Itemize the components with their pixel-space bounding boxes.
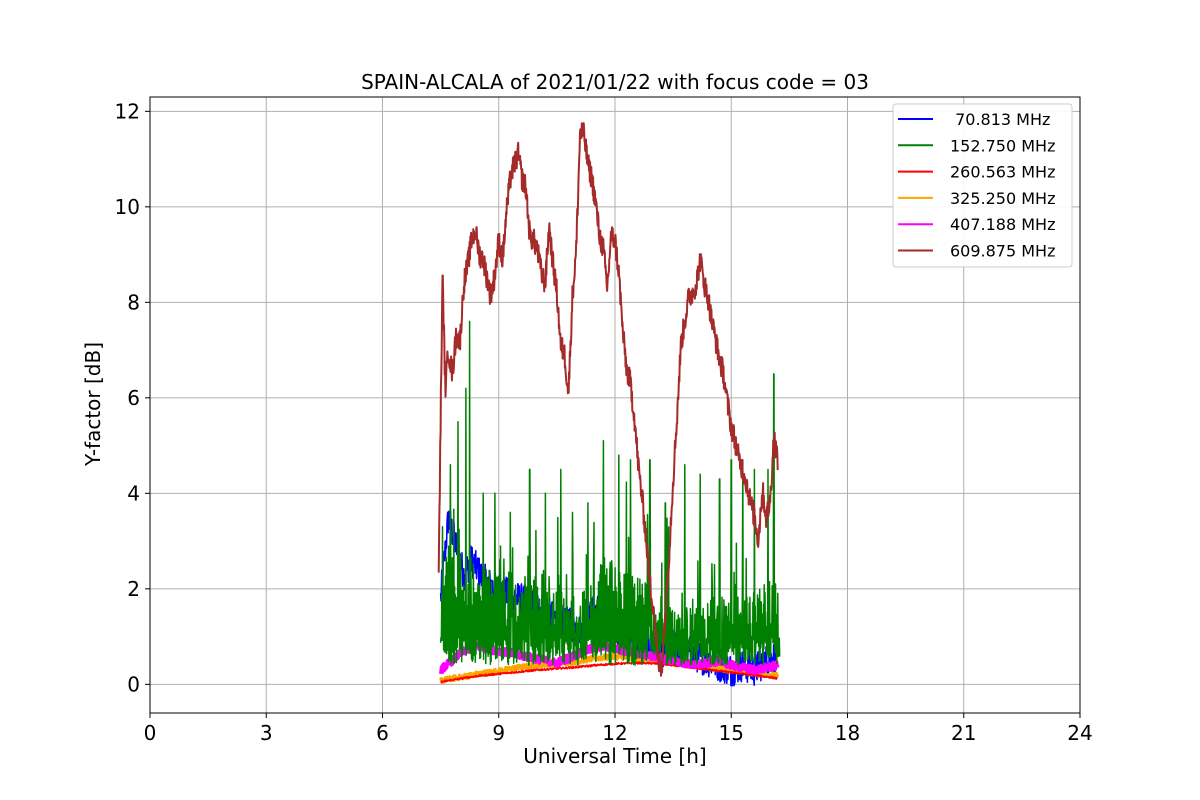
series-line-5 [437,122,779,677]
y-tick-label: 6 [127,386,140,410]
x-tick-label: 18 [835,721,860,745]
y-axis: 0 2 4 6 8 10 12 [115,99,150,696]
x-tick-label: 3 [260,721,273,745]
legend-label: 609.875 MHz [950,242,1055,261]
legend: 70.813 MHz 152.750 MHz 260.563 MHz 325.250 … [892,103,1073,268]
chart-title: SPAIN-ALCALA of 2021/01/22 with focus co… [361,70,869,94]
legend-label: 70.813 MHz [950,110,1050,129]
legend-box [892,103,1073,268]
x-tick-label: 12 [602,721,627,745]
x-tick-label: 24 [1067,721,1092,745]
x-tick-label: 6 [376,721,389,745]
y-axis-label: Y-factor [dB] [81,342,105,467]
y-tick-label: 0 [127,672,140,696]
legend-label: 325.250 MHz [950,189,1055,208]
x-tick-label: 0 [144,721,157,745]
legend-label: 260.563 MHz [950,163,1055,182]
x-axis: 0 3 6 9 12 15 18 21 24 [144,713,1093,745]
y-tick-label: 4 [127,481,140,505]
y-tick-label: 2 [127,577,140,601]
x-tick-label: 15 [719,721,744,745]
legend-label: 407.188 MHz [950,215,1055,234]
y-tick-label: 8 [127,290,140,314]
x-tick-label: 21 [951,721,976,745]
x-axis-label: Universal Time [h] [523,744,706,768]
series-line-1 [439,320,781,666]
y-tick-label: 12 [115,99,140,123]
x-tick-label: 9 [492,721,505,745]
y-tick-label: 10 [115,195,140,219]
legend-label: 152.750 MHz [950,136,1055,155]
plot-area [437,122,781,687]
